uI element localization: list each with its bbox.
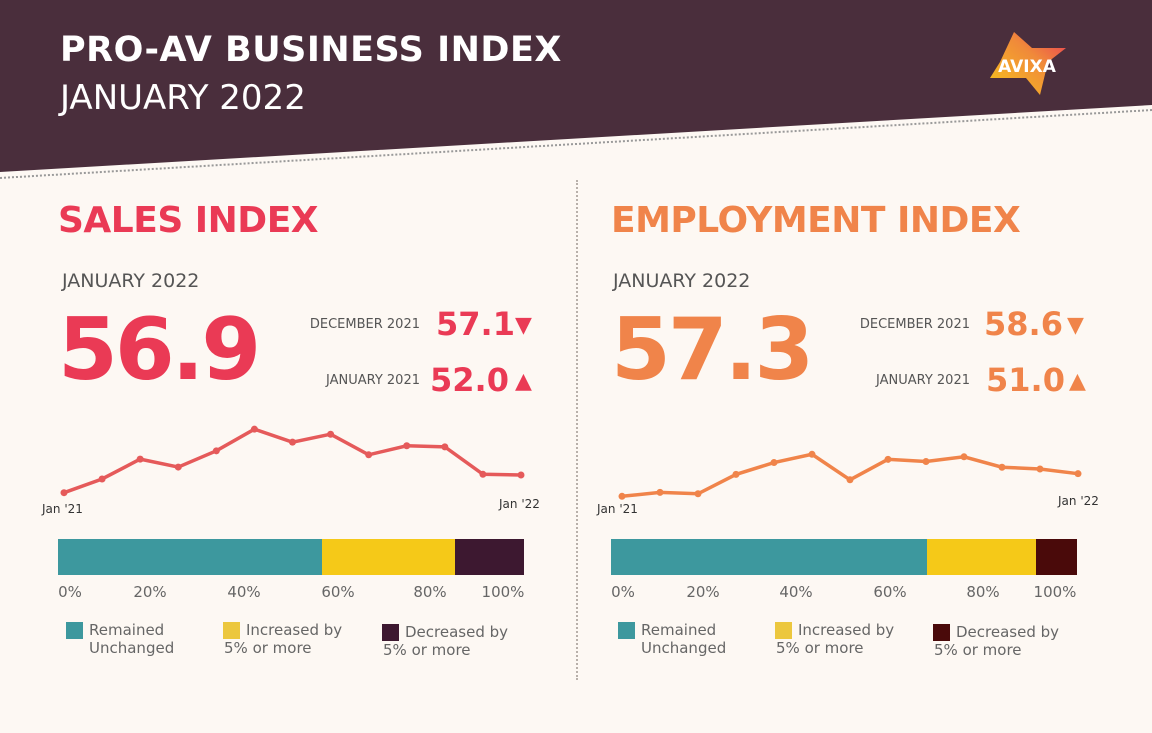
employment-data-point (1074, 470, 1082, 478)
employment-bar-segment (1035, 539, 1077, 575)
axis-tick-label: 40% (779, 583, 813, 601)
header-banner: AVIXA (0, 0, 1152, 179)
employment-stacked-bar (611, 539, 1077, 575)
sales-bar-segment (455, 539, 524, 575)
down-arrow-icon: ▼ (515, 313, 532, 338)
sales-data-point (441, 443, 449, 451)
employment-series-line (621, 452, 1079, 499)
legend-swatch (618, 622, 635, 639)
legend-label: Decreased by 5% or more (934, 623, 1060, 659)
axis-tick-label: 20% (133, 583, 167, 601)
employment-month: JANUARY 2022 (613, 270, 751, 292)
axis-tick-label: 100% (1033, 583, 1077, 601)
sales-data-point (250, 425, 258, 433)
page-subtitle: JANUARY 2022 (60, 78, 306, 118)
legend-label: Increased by 5% or more (776, 621, 895, 657)
legend-swatch (66, 622, 83, 639)
employment-data-point (960, 453, 968, 461)
svg-text:AVIXA: AVIXA (998, 57, 1057, 77)
axis-tick-label: 100% (481, 583, 525, 601)
employment-data-point (808, 450, 816, 458)
legend-swatch (223, 622, 240, 639)
sales-value: 56.9 (58, 300, 261, 400)
employment-data-point (1036, 465, 1044, 473)
sales-data-point (98, 475, 106, 483)
down-arrow-icon: ▼ (1067, 313, 1084, 338)
legend-item: Increased by 5% or more (775, 621, 894, 657)
avixa-logo: AVIXA (990, 32, 1066, 95)
sales-title: SALES INDEX (58, 200, 319, 241)
sales-end-label: Jan '22 (499, 497, 540, 511)
section-divider (576, 180, 578, 680)
employment-comp-label-jan: JANUARY 2021 (876, 373, 970, 388)
legend-label: Remained Unchanged (89, 621, 175, 657)
employment-data-point (922, 457, 930, 465)
employment-data-point (732, 470, 740, 478)
sales-data-point (212, 447, 220, 455)
axis-tick-label: 60% (873, 583, 907, 601)
legend-label: Remained Unchanged (641, 621, 727, 657)
employment-data-point (998, 463, 1006, 471)
legend-item: Decreased by 5% or more (933, 623, 1059, 659)
employment-start-label: Jan '21 (597, 502, 638, 516)
employment-bar-segment (926, 539, 1036, 575)
sales-data-point (289, 438, 296, 446)
axis-tick-label: 80% (966, 583, 1000, 601)
sales-comp-value-dec: 57.1 (436, 305, 515, 343)
sales-data-point (365, 451, 373, 459)
employment-data-point (770, 459, 778, 467)
sales-comp-label-jan: JANUARY 2021 (326, 373, 420, 388)
legend-swatch (775, 622, 792, 639)
employment-data-point (846, 476, 854, 484)
legend-item: Remained Unchanged (618, 621, 726, 657)
employment-end-label: Jan '22 (1058, 494, 1099, 508)
sales-data-point (60, 489, 68, 497)
legend-swatch (382, 624, 399, 641)
axis-tick-label: 0% (611, 583, 635, 601)
sales-data-point (403, 442, 411, 450)
employment-bar-segment (611, 539, 927, 575)
sales-stacked-bar (58, 539, 524, 575)
up-arrow-icon: ▲ (1069, 369, 1086, 394)
employment-line-chart (618, 450, 1082, 500)
legend-swatch (933, 624, 950, 641)
employment-comp-value-dec: 58.6 (984, 305, 1063, 343)
employment-data-point (656, 488, 664, 496)
sales-comp-label-dec: DECEMBER 2021 (309, 317, 420, 332)
employment-comp-value-jan: 51.0 (986, 361, 1065, 399)
axis-tick-label: 80% (413, 583, 447, 601)
sales-start-label: Jan '21 (42, 502, 83, 516)
sales-data-point (479, 470, 487, 478)
employment-title: EMPLOYMENT INDEX (611, 200, 1021, 241)
employment-value: 57.3 (611, 300, 814, 400)
legend-item: Increased by 5% or more (223, 621, 342, 657)
sales-data-point (174, 463, 182, 471)
sales-data-point (517, 471, 525, 479)
axis-tick-label: 0% (58, 583, 82, 601)
axis-tick-label: 20% (686, 583, 720, 601)
employment-data-point (884, 455, 892, 463)
legend-label: Increased by 5% or more (224, 621, 343, 657)
legend-item: Decreased by 5% or more (382, 623, 508, 659)
employment-data-point (694, 490, 702, 498)
legend-item: Remained Unchanged (66, 621, 174, 657)
page-title: PRO-AV BUSINESS INDEX (60, 30, 562, 70)
employment-comp-label-dec: DECEMBER 2021 (859, 317, 970, 332)
sales-bar-segment (322, 539, 456, 575)
sales-month: JANUARY 2022 (62, 270, 200, 292)
axis-tick-label: 60% (321, 583, 355, 601)
sales-data-point (327, 430, 335, 438)
sales-comp-value-jan: 52.0 (430, 361, 509, 399)
sales-line-chart (60, 425, 525, 497)
employment-data-point (618, 492, 626, 500)
sales-bar-segment (58, 539, 323, 575)
sales-data-point (136, 455, 144, 463)
legend-label: Decreased by 5% or more (383, 623, 509, 659)
up-arrow-icon: ▲ (515, 369, 532, 394)
axis-tick-label: 40% (227, 583, 261, 601)
